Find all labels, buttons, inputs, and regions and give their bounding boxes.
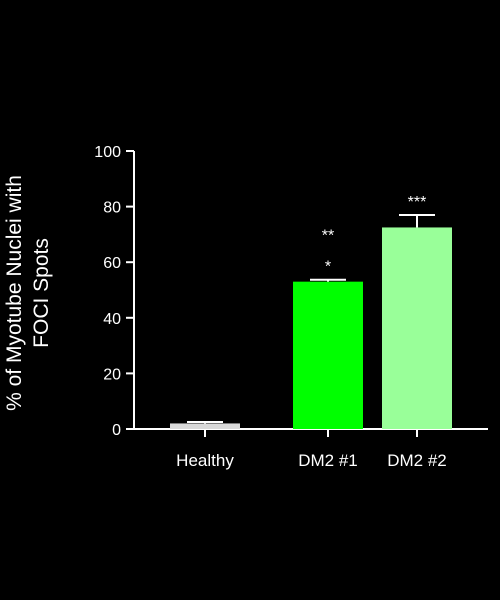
y-tick-label: 20 [103, 366, 121, 383]
bars [170, 213, 452, 437]
y-axis-title-line: FOCI Spots [30, 238, 53, 348]
significance-marker: *** [322, 228, 334, 276]
x-tick-label: Healthy [176, 451, 234, 470]
y-tick-label: 40 [103, 311, 121, 328]
y-tick-label: 0 [112, 422, 121, 439]
y-tick-label: 80 [103, 200, 121, 217]
y-tick-label: 100 [94, 144, 121, 161]
x-tick-labels: Healthy DM2 #1 DM2 #2 [176, 451, 447, 470]
y-axis-title-line: % of Myotube Nuclei with [3, 175, 26, 411]
bar [170, 423, 240, 429]
significance-markers: ** * *** [322, 194, 427, 276]
bar [293, 281, 363, 429]
y-tick-label: 60 [103, 255, 121, 272]
y-axis-title: % of Myotube Nuclei with FOCI Spots [3, 175, 53, 411]
bar [382, 227, 452, 429]
x-tick-label: DM2 #2 [387, 451, 447, 470]
significance-marker: *** [408, 194, 427, 211]
y-ticks: 0 20 40 60 80 100 [94, 144, 134, 439]
x-tick-label: DM2 #1 [298, 451, 358, 470]
